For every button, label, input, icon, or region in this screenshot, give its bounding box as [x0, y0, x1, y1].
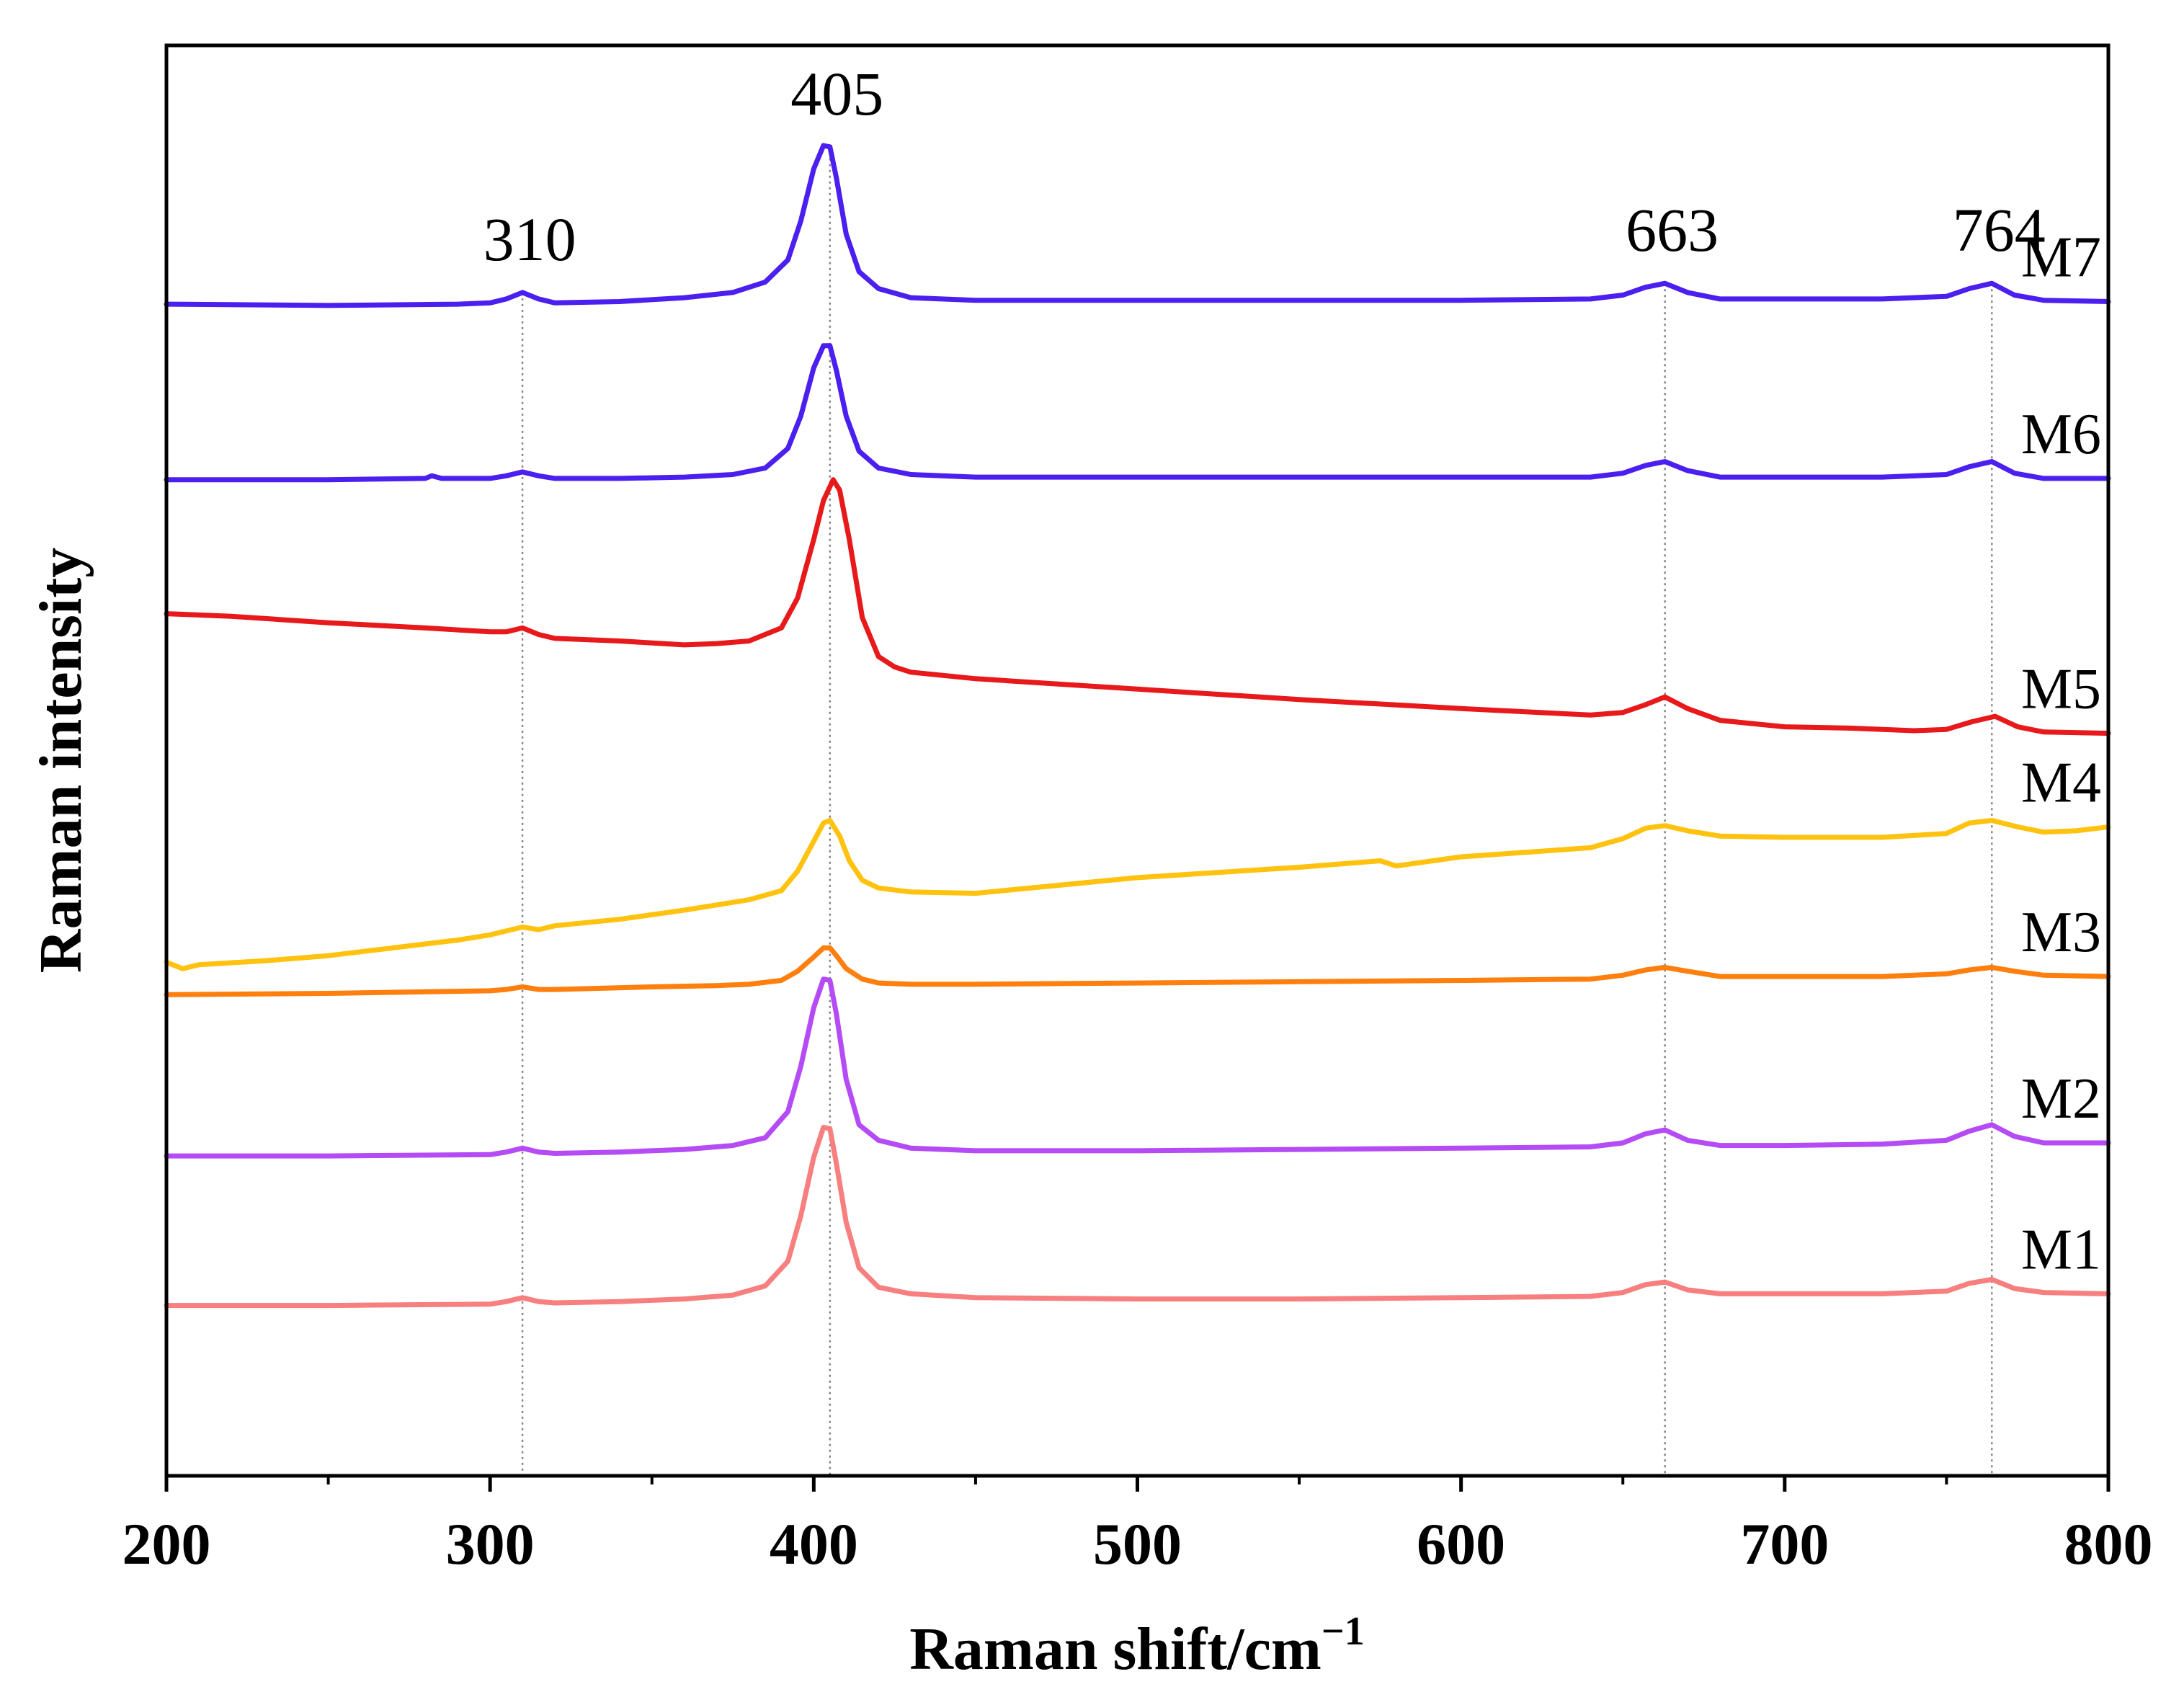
series-line-m1 [164, 1124, 2111, 1309]
series-label-m3: M3 [2021, 901, 2101, 964]
series-label-m6: M6 [2021, 403, 2101, 466]
x-axis-title-superscript: −1 [1321, 1609, 1365, 1654]
peak-label-663: 663 [1626, 195, 1719, 264]
series-line-m5 [164, 477, 2111, 736]
peak-label-764: 764 [1953, 195, 2046, 264]
peak-label-405: 405 [790, 59, 883, 128]
series-label-m1: M1 [2021, 1218, 2101, 1281]
x-tick-label-300: 300 [446, 1511, 535, 1577]
x-tick-label-700: 700 [1740, 1511, 1829, 1577]
peak-label-310: 310 [483, 205, 576, 274]
x-axis-ticks: 200 300 400 500 600 700 800 [122, 1476, 2153, 1577]
x-tick-label-500: 500 [1093, 1511, 1182, 1577]
x-axis-title: Raman shift/cm−1 [909, 1609, 1365, 1683]
series-label-m5: M5 [2021, 658, 2101, 721]
series-label-m2: M2 [2021, 1067, 2101, 1131]
series-label-m4: M4 [2021, 752, 2101, 815]
series-labels: M7 M6 M5 M4 M3 M2 M1 [2021, 226, 2101, 1281]
plot-series [164, 143, 2111, 1309]
x-tick-label-800: 800 [2064, 1511, 2153, 1577]
series-label-m7: M7 [2021, 226, 2101, 289]
y-axis-title: Raman intensity [27, 548, 94, 973]
x-tick-label-400: 400 [770, 1511, 858, 1577]
series-line-m7 [164, 143, 2111, 308]
series-line-m2 [164, 976, 2111, 1159]
peak-labels: 310 405 663 764 [483, 59, 2046, 274]
x-axis-title-text: Raman shift/cm [909, 1616, 1321, 1683]
x-tick-label-600: 600 [1417, 1511, 1505, 1577]
x-tick-label-200: 200 [122, 1511, 211, 1577]
series-line-m4 [164, 818, 2111, 971]
series-line-m3 [164, 945, 2111, 997]
series-line-m6 [164, 343, 2111, 483]
